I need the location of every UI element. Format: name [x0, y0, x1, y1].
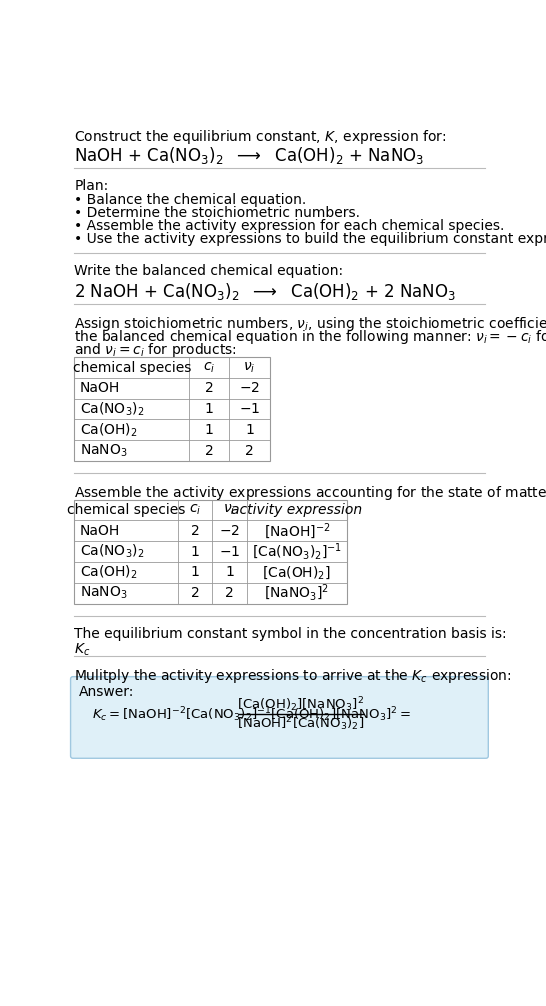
- Text: 2: 2: [205, 381, 213, 395]
- Text: $c_i$: $c_i$: [203, 360, 216, 374]
- Text: NaOH: NaOH: [80, 524, 120, 538]
- Text: [Ca(OH)$_2$]: [Ca(OH)$_2$]: [263, 564, 331, 580]
- Text: NaNO$_3$: NaNO$_3$: [80, 584, 128, 602]
- Text: 1: 1: [191, 565, 200, 579]
- Text: chemical species: chemical species: [67, 503, 186, 517]
- Text: $[\mathrm{NaOH}]^2[\mathrm{Ca(NO_3)_2}]$: $[\mathrm{NaOH}]^2[\mathrm{Ca(NO_3)_2}]$: [237, 714, 364, 733]
- Text: [NaOH]$^{-2}$: [NaOH]$^{-2}$: [264, 521, 330, 540]
- Text: Mulitply the activity expressions to arrive at the $K_c$ expression:: Mulitply the activity expressions to arr…: [74, 667, 512, 685]
- Text: 1: 1: [245, 423, 254, 437]
- Text: $[\mathrm{Ca(OH)_2}][\mathrm{NaNO_3}]^2$: $[\mathrm{Ca(OH)_2}][\mathrm{NaNO_3}]^2$: [238, 696, 364, 714]
- Text: The equilibrium constant symbol in the concentration basis is:: The equilibrium constant symbol in the c…: [74, 627, 507, 641]
- Bar: [74, 357, 270, 461]
- Text: 2: 2: [191, 524, 200, 538]
- Text: and $\nu_i = c_i$ for products:: and $\nu_i = c_i$ for products:: [74, 341, 238, 359]
- Text: • Assemble the activity expression for each chemical species.: • Assemble the activity expression for e…: [74, 219, 505, 233]
- Text: [Ca(NO$_3$)$_2$]$^{-1}$: [Ca(NO$_3$)$_2$]$^{-1}$: [252, 541, 342, 561]
- Text: activity expression: activity expression: [232, 503, 363, 517]
- Text: chemical species: chemical species: [73, 360, 191, 374]
- Text: $\nu_i$: $\nu_i$: [244, 360, 256, 374]
- Bar: [74, 500, 347, 604]
- Text: the balanced chemical equation in the following manner: $\nu_i = -c_i$ for react: the balanced chemical equation in the fo…: [74, 328, 546, 346]
- Text: Assign stoichiometric numbers, $\nu_i$, using the stoichiometric coefficients, $: Assign stoichiometric numbers, $\nu_i$, …: [74, 315, 546, 333]
- Text: $-2$: $-2$: [219, 524, 240, 538]
- FancyBboxPatch shape: [70, 677, 488, 759]
- Text: 2 NaOH + Ca(NO$_3$)$_2$  $\longrightarrow$  Ca(OH)$_2$ + 2 NaNO$_3$: 2 NaOH + Ca(NO$_3$)$_2$ $\longrightarrow…: [74, 281, 456, 302]
- Text: $-1$: $-1$: [219, 544, 240, 558]
- Text: [NaNO$_3$]$^2$: [NaNO$_3$]$^2$: [264, 582, 329, 604]
- Text: 2: 2: [191, 586, 200, 601]
- Text: 2: 2: [245, 444, 254, 458]
- Text: Ca(OH)$_2$: Ca(OH)$_2$: [80, 563, 138, 581]
- Text: 1: 1: [191, 544, 200, 558]
- Text: $c_i$: $c_i$: [189, 503, 201, 517]
- Text: $-2$: $-2$: [239, 381, 260, 395]
- Text: 2: 2: [205, 444, 213, 458]
- Text: NaNO$_3$: NaNO$_3$: [80, 443, 128, 459]
- Text: Ca(OH)$_2$: Ca(OH)$_2$: [80, 422, 138, 439]
- Text: Ca(NO$_3$)$_2$: Ca(NO$_3$)$_2$: [80, 543, 144, 560]
- Text: • Use the activity expressions to build the equilibrium constant expression.: • Use the activity expressions to build …: [74, 232, 546, 246]
- Text: NaOH: NaOH: [80, 381, 120, 395]
- Text: NaOH + Ca(NO$_3$)$_2$  $\longrightarrow$  Ca(OH)$_2$ + NaNO$_3$: NaOH + Ca(NO$_3$)$_2$ $\longrightarrow$ …: [74, 145, 425, 166]
- Text: 1: 1: [205, 423, 213, 437]
- Text: Construct the equilibrium constant, $K$, expression for:: Construct the equilibrium constant, $K$,…: [74, 129, 447, 147]
- Text: Assemble the activity expressions accounting for the state of matter and $\nu_i$: Assemble the activity expressions accoun…: [74, 484, 546, 502]
- Text: $K_c = [\mathrm{NaOH}]^{-2}[\mathrm{Ca(NO_3)_2}]^{-1}[\mathrm{Ca(OH)_2}][\mathrm: $K_c = [\mathrm{NaOH}]^{-2}[\mathrm{Ca(N…: [92, 705, 411, 723]
- Text: Ca(NO$_3$)$_2$: Ca(NO$_3$)$_2$: [80, 400, 144, 417]
- Text: $K_c$: $K_c$: [74, 642, 91, 658]
- Text: $\nu_i$: $\nu_i$: [223, 503, 236, 517]
- Text: 1: 1: [225, 565, 234, 579]
- Text: $-1$: $-1$: [239, 402, 260, 416]
- Text: Write the balanced chemical equation:: Write the balanced chemical equation:: [74, 264, 343, 278]
- Text: Plan:: Plan:: [74, 179, 109, 193]
- Text: 2: 2: [225, 586, 234, 601]
- Text: Answer:: Answer:: [79, 685, 134, 699]
- Text: • Balance the chemical equation.: • Balance the chemical equation.: [74, 193, 307, 207]
- Text: • Determine the stoichiometric numbers.: • Determine the stoichiometric numbers.: [74, 206, 360, 220]
- Text: 1: 1: [205, 402, 213, 416]
